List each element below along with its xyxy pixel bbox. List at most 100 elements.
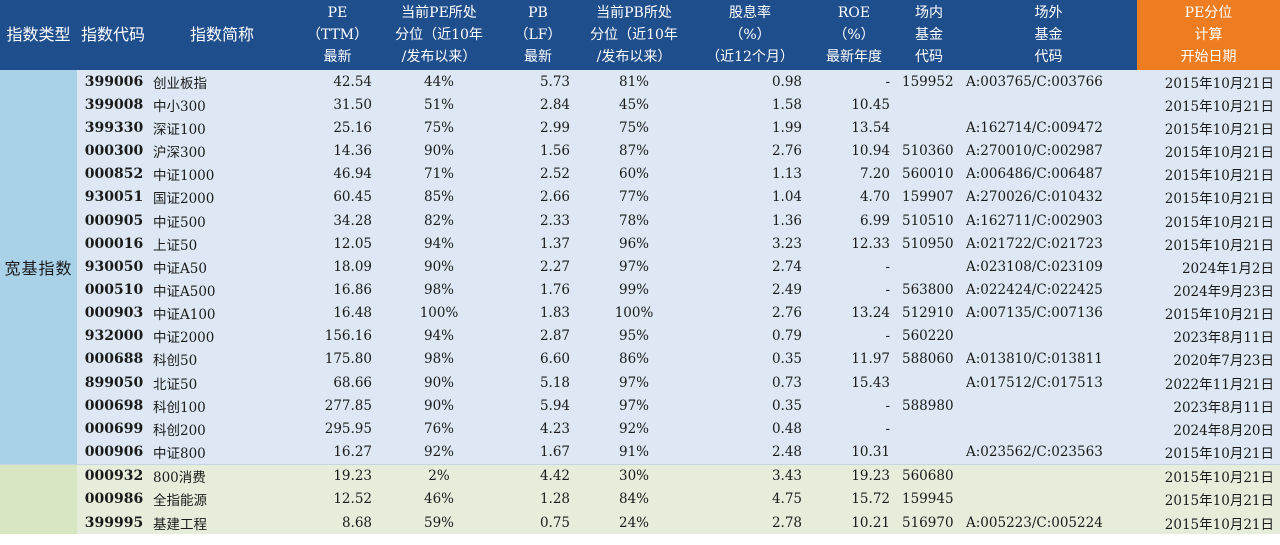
pe-cell: 60.45 [295,185,380,209]
start-date-cell: 2015年10月21日 [1137,116,1280,140]
otc-fund-cell: A:270026/C:010432 [960,185,1137,209]
pb-percentile-cell: 95% [578,324,690,348]
pb-cell: 1.83 [498,301,578,325]
header-line: （近12个月） [706,49,794,65]
dividend-cell: 0.98 [690,70,810,94]
exchange-fund-cell: 560220 [898,324,960,348]
pe-cell: 14.36 [295,139,380,163]
pb-cell: 2.66 [498,185,578,209]
index-code-cell: 932000 [77,324,149,348]
roe-cell: - [810,324,898,348]
pb-percentile-cell: 100% [578,301,690,325]
exchange-fund-cell: 159952 [898,70,960,94]
pb-cell: 1.37 [498,232,578,256]
otc-fund-cell: A:005223/C:005224 [960,510,1137,535]
index-code-cell: 399008 [77,93,149,117]
header-index-name: 指数简称 [149,0,295,70]
dividend-cell: 2.74 [690,255,810,279]
index-name-cell: 中证A500 [149,278,295,302]
dividend-cell: 2.48 [690,440,810,465]
otc-fund-cell [960,394,1137,418]
header-line: PB [528,5,548,21]
header-line: 场内 [915,5,943,21]
pe-cell: 277.85 [295,394,380,418]
pb-percentile-cell: 30% [578,463,690,488]
pb-percentile-cell: 92% [578,417,690,441]
pb-cell: 5.18 [498,371,578,395]
pe-cell: 8.68 [295,510,380,535]
pb-percentile-cell: 91% [578,440,690,465]
pe-percentile-cell: 85% [380,185,498,209]
pb-cell: 1.28 [498,487,578,511]
start-date-cell: 2015年10月21日 [1137,463,1280,488]
table-row: 宽基指数 399006 创业板指 42.54 44% 5.73 81% 0.98-159952… [0,70,1280,465]
pb-percentile-cell: 87% [578,139,690,163]
pe-cell: 175.80 [295,347,380,372]
header-line: 分位（近10年 [590,27,678,43]
exchange-fund-cell: 159945 [898,487,960,511]
index-name-cell: 基建工程 [149,510,295,535]
index-code-cell: 930050 [77,255,149,279]
header-pe-start-date: PE分位 计算 开始日期 [1137,0,1280,70]
header-index-type: 指数类型 [0,0,77,70]
header-pe-percentile: 当前PE所处 分位（近10年/发布以来） [380,0,498,70]
header-line: 最新 [323,49,352,65]
pe-cell: 18.09 [295,255,380,279]
start-date-cell: 2015年10月21日 [1137,232,1280,256]
roe-cell: 10.94 [810,139,898,163]
table-row: 000016 上证50 12.05 94% 1.37 96% 3.23 12.33 510950… [0,232,1280,256]
pe-cell: 42.54 [295,70,380,94]
pb-cell: 1.76 [498,278,578,302]
start-date-cell: 2015年10月21日 [1137,93,1280,117]
table-row: 000688 科创50 175.80 98% 6.60 86% 0.35 11.97 58806… [0,347,1280,372]
pe-cell: 19.23 [295,463,380,488]
pe-percentile-cell: 76% [380,417,498,441]
header-line: 最新年度 [826,49,882,65]
table-row: 000698 科创100 277.85 90% 5.94 97% 0.35-588980 20… [0,394,1280,418]
roe-cell: - [810,278,898,302]
pe-percentile-cell: 92% [380,440,498,465]
otc-fund-cell: A:013810/C:013811 [960,347,1137,372]
header-line: （TTM） [306,27,369,43]
index-code-cell: 930051 [77,185,149,209]
pe-cell: 46.94 [295,162,380,186]
start-date-cell: 2023年8月11日 [1137,394,1280,418]
index-name-cell: 深证100 [149,116,295,140]
header-line: 指数简称 [189,25,254,44]
otc-fund-cell: A:270010/C:002987 [960,139,1137,163]
header-roe: ROE （%） 最新年度 [810,0,898,70]
header-line: 指数类型 [6,25,71,44]
index-code-cell: 000986 [77,487,149,511]
index-name-cell: 中证A100 [149,301,295,325]
pb-percentile-cell: 77% [578,185,690,209]
header-line: 最新 [524,49,552,65]
index-name-cell: 科创100 [149,394,295,418]
pe-percentile-cell: 51% [380,93,498,117]
pb-cell: 6.60 [498,347,578,372]
roe-cell: 15.72 [810,487,898,511]
dividend-cell: 0.48 [690,417,810,441]
pe-percentile-cell: 75% [380,116,498,140]
pe-cell: 16.27 [295,440,380,465]
header-line: （%） [833,27,875,43]
roe-cell: - [810,70,898,94]
index-code-cell: 899050 [77,371,149,395]
otc-fund-cell: A:017512/C:017513 [960,371,1137,395]
roe-cell: - [810,417,898,441]
header-otc-fund-code: 场外 基金 代码 [960,0,1137,70]
pe-percentile-cell: 98% [380,278,498,302]
dividend-cell: 2.76 [690,301,810,325]
header-index-code: 指数代码 [77,0,149,70]
pb-cell: 4.23 [498,417,578,441]
pe-cell: 156.16 [295,324,380,348]
pb-cell: 2.52 [498,162,578,186]
pb-percentile-cell: 99% [578,278,690,302]
exchange-fund-cell: 512910 [898,301,960,325]
pe-cell: 34.28 [295,208,380,233]
pe-percentile-cell: 46% [380,487,498,511]
pb-cell: 4.42 [498,463,578,488]
index-name-cell: 中小300 [149,93,295,117]
index-code-cell: 000906 [77,440,149,465]
index-type-cell [0,463,77,535]
roe-cell: 6.99 [810,208,898,233]
